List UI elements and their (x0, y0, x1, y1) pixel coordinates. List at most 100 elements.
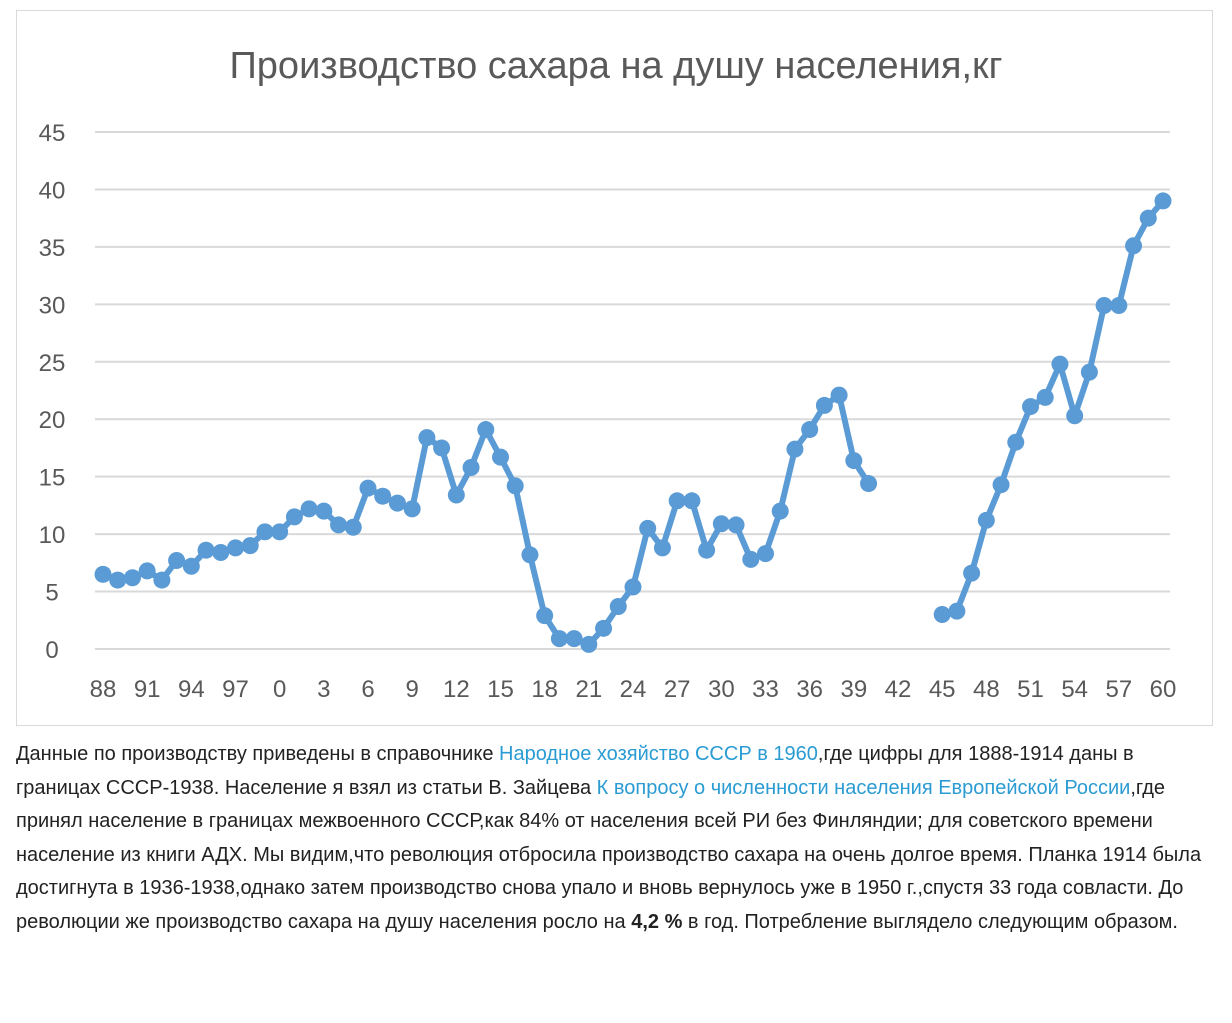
data-point (212, 543, 230, 561)
y-tick-label: 40 (39, 177, 66, 204)
data-point (462, 458, 480, 476)
data-point (109, 571, 127, 589)
data-point (1036, 388, 1054, 406)
data-point (948, 602, 966, 620)
x-tick-label: 33 (752, 676, 779, 703)
data-point (550, 630, 568, 648)
x-tick-label: 0 (273, 676, 286, 703)
data-point (1125, 237, 1143, 255)
data-point (182, 557, 200, 575)
x-tick-label: 27 (664, 676, 691, 703)
data-point (609, 597, 627, 615)
data-point (668, 492, 686, 510)
data-point (742, 550, 760, 568)
data-point (330, 516, 348, 534)
data-point (374, 487, 392, 505)
data-point (698, 541, 716, 559)
data-point (403, 500, 421, 518)
data-point (565, 630, 583, 648)
x-tick-label: 36 (796, 676, 823, 703)
x-tick-label: 9 (405, 676, 418, 703)
x-tick-label: 18 (531, 676, 558, 703)
growth-rate: 4,2 % (631, 910, 683, 933)
data-point (447, 486, 465, 504)
chart-title: Производство сахара на душу населения,кг (229, 45, 1002, 87)
data-point (492, 448, 509, 466)
data-point (315, 502, 333, 520)
data-point (771, 502, 789, 520)
x-tick-label: 54 (1061, 676, 1088, 703)
data-point (801, 421, 819, 439)
y-tick-label: 0 (45, 637, 58, 664)
data-point (197, 541, 215, 559)
data-point (477, 421, 495, 439)
data-point (1080, 363, 1098, 381)
text-segment: ,где принял население в границах межвоен… (16, 776, 1202, 933)
x-tick-label: 48 (973, 676, 1000, 703)
series-line (941, 198, 1166, 618)
data-point (1139, 209, 1157, 227)
data-point (153, 571, 171, 589)
text-segment: в год. Потребление выглядело следующим о… (682, 910, 1178, 933)
y-tick-label: 25 (39, 350, 66, 377)
data-point (227, 539, 244, 557)
description-paragraph: Данные по производству приведены в справ… (16, 738, 1221, 939)
x-tick-label: 97 (222, 676, 249, 703)
link-narkhoz-1960[interactable]: Народное хозяйство СССР в 1960 (499, 743, 818, 765)
data-point (418, 429, 436, 447)
data-point (963, 564, 981, 582)
data-point (241, 537, 259, 555)
data-point (271, 523, 289, 541)
y-tick-label: 5 (45, 580, 58, 607)
data-point (521, 546, 539, 564)
data-point (359, 479, 377, 497)
data-point (536, 607, 554, 625)
data-point (992, 476, 1010, 494)
data-point (256, 523, 274, 541)
x-tick-label: 24 (620, 676, 647, 703)
data-point (506, 477, 524, 495)
x-tick-label: 30 (708, 676, 735, 703)
data-point (845, 452, 863, 470)
data-point (639, 519, 657, 537)
x-tick-label: 51 (1017, 676, 1044, 703)
y-tick-label: 30 (39, 292, 66, 319)
text-segment: ,где цифры для 1888-1914 даны в границах… (16, 743, 1134, 799)
data-point (1066, 407, 1084, 425)
data-point (168, 552, 186, 570)
x-tick-label: 60 (1150, 676, 1177, 703)
y-tick-label: 15 (39, 465, 66, 492)
y-tick-label: 45 (39, 120, 66, 147)
data-point (1022, 398, 1039, 416)
data-point (138, 562, 156, 580)
data-point (595, 619, 613, 637)
x-tick-label: 12 (443, 676, 470, 703)
data-point (344, 518, 362, 536)
sugar-chart: Производство сахара на душу населения,кг… (39, 45, 1177, 703)
x-tick-label: 39 (840, 676, 867, 703)
x-tick-label: 6 (361, 676, 374, 703)
data-point (712, 515, 730, 533)
data-point (624, 578, 642, 596)
text-segment: Данные по производству приведены в справ… (16, 743, 500, 765)
data-point (933, 606, 951, 624)
y-tick-label: 35 (39, 235, 66, 262)
data-point (1154, 192, 1172, 210)
x-tick-label: 15 (487, 676, 514, 703)
x-tick-label: 57 (1105, 676, 1132, 703)
x-tick-label: 21 (575, 676, 602, 703)
x-tick-label: 45 (929, 676, 956, 703)
data-point (1051, 355, 1069, 373)
data-point (433, 439, 451, 457)
data-point (757, 545, 774, 563)
link-zaitsev-article[interactable]: К вопросу о численности населения Европе… (596, 776, 1131, 799)
data-point (300, 500, 318, 518)
x-tick-label: 42 (885, 676, 912, 703)
x-tick-label: 94 (178, 676, 205, 703)
data-point (1110, 296, 1128, 314)
data-point (683, 492, 701, 510)
data-point (815, 396, 833, 414)
data-point (653, 539, 671, 557)
data-point (727, 516, 745, 534)
data-point (285, 508, 303, 526)
